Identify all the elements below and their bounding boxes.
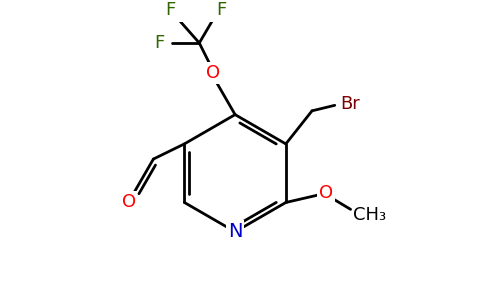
Text: F: F (216, 1, 227, 19)
Text: N: N (228, 222, 242, 241)
Text: O: O (319, 184, 333, 202)
Text: F: F (154, 34, 165, 52)
Text: F: F (165, 1, 176, 19)
Text: O: O (121, 193, 136, 211)
Text: O: O (206, 64, 220, 82)
Text: CH₃: CH₃ (353, 206, 386, 224)
Text: Br: Br (340, 95, 360, 113)
